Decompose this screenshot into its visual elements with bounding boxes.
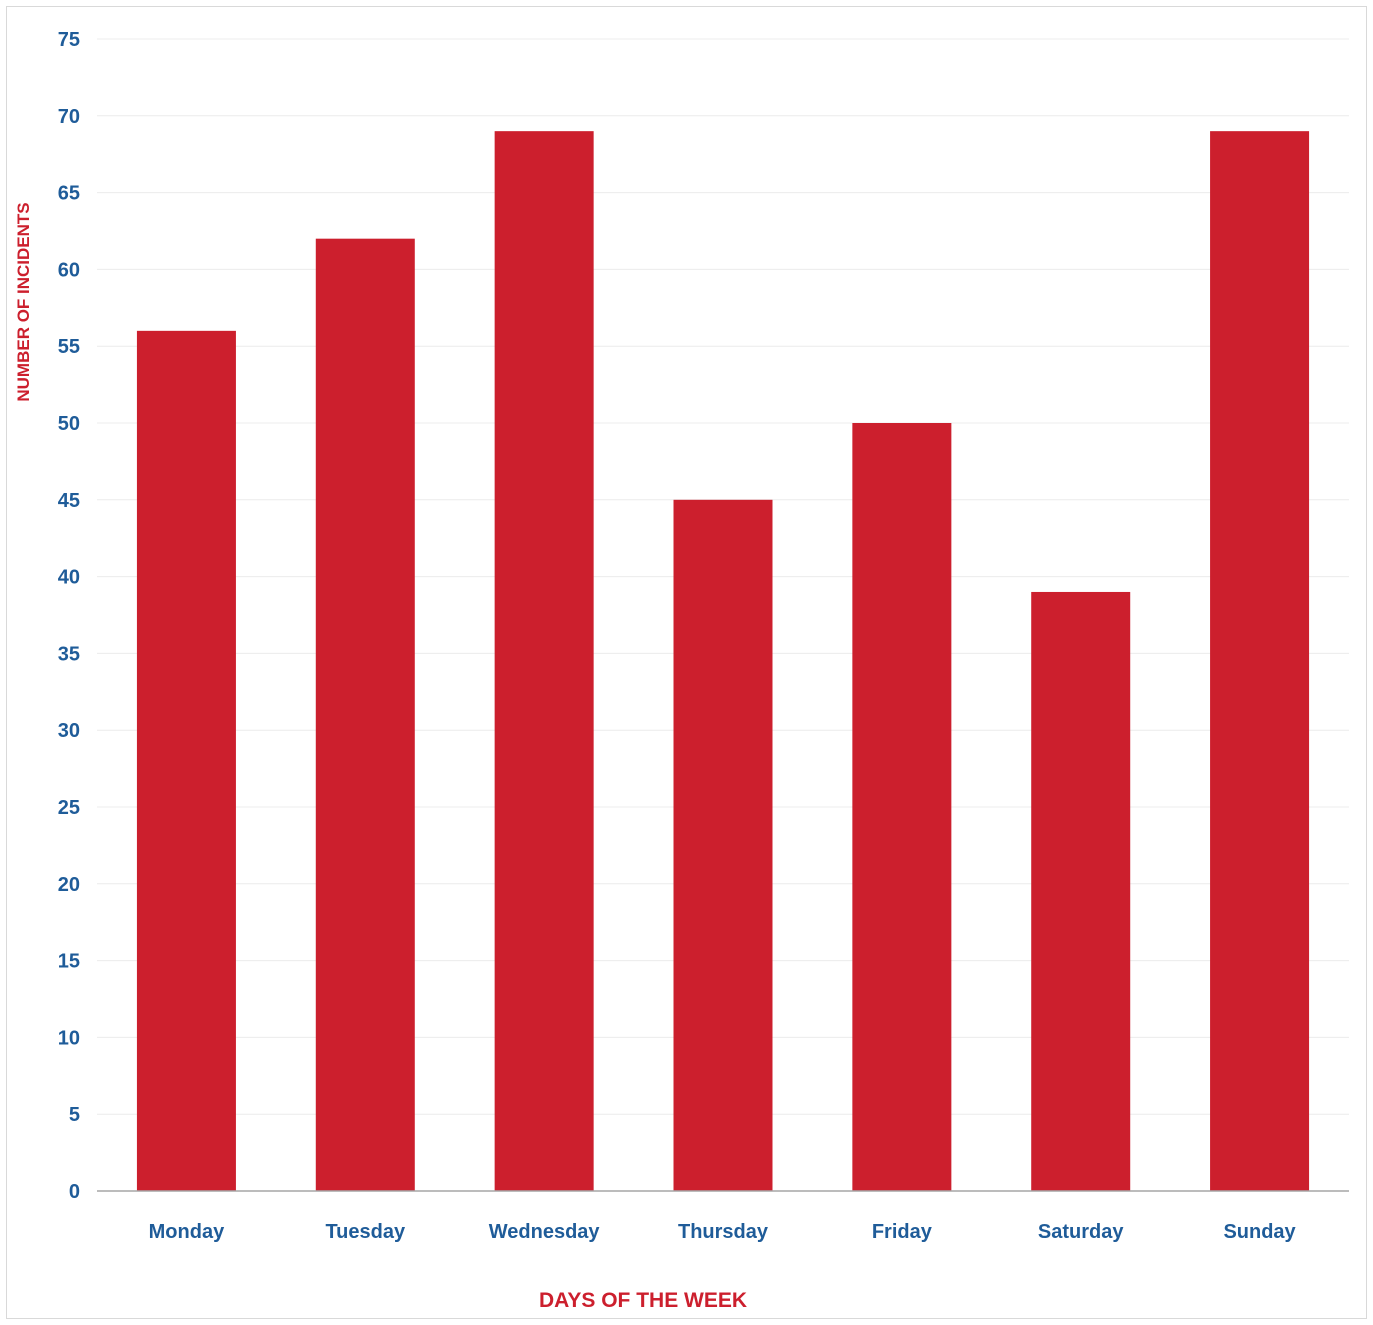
y-tick-label: 35 (58, 643, 80, 665)
y-tick-label: 70 (58, 106, 80, 128)
bar-thursday (673, 499, 773, 1191)
bar-friday (852, 423, 952, 1191)
x-axis-title: DAYS OF THE WEEK (539, 1289, 747, 1312)
y-tick-label: 20 (58, 874, 80, 896)
bar-saturday (1031, 591, 1131, 1191)
bars (136, 131, 1310, 1192)
x-tick-label: Sunday (1223, 1221, 1296, 1243)
y-tick-label: 60 (58, 259, 80, 281)
y-tick-label: 75 (58, 29, 80, 51)
bar-tuesday (315, 238, 415, 1191)
y-tick-label: 30 (58, 720, 80, 742)
y-axis-title: NUMBER OF INCIDENTS (14, 202, 33, 401)
y-tick-label: 65 (58, 183, 80, 205)
bar-wednesday (494, 131, 594, 1191)
x-tick-label: Friday (872, 1221, 933, 1243)
bar-monday (136, 330, 236, 1192)
y-tick-label: 25 (58, 797, 80, 819)
x-tick-label: Saturday (1038, 1221, 1124, 1243)
y-tick-label: 45 (58, 490, 80, 512)
y-tick-label: 5 (69, 1104, 80, 1126)
y-tick-label: 10 (58, 1027, 80, 1049)
x-tick-label: Wednesday (489, 1221, 601, 1243)
x-axis-ticks: Monday Tuesday Wednesday Thursday Friday Satu… (149, 1221, 1297, 1243)
y-tick-label: 15 (58, 951, 80, 973)
x-tick-label: Thursday (678, 1221, 769, 1243)
x-tick-label: Tuesday (325, 1221, 406, 1243)
y-axis-ticks: 0 5 10 15 20 25 30 35 40 45 50 55 60 65 70 75 (58, 29, 80, 1203)
y-tick-label: 50 (58, 413, 80, 435)
y-tick-label: 0 (69, 1181, 80, 1203)
bar-sunday (1210, 131, 1310, 1191)
y-tick-label: 40 (58, 567, 80, 589)
x-tick-label: Monday (149, 1221, 225, 1243)
y-tick-label: 55 (58, 336, 80, 358)
